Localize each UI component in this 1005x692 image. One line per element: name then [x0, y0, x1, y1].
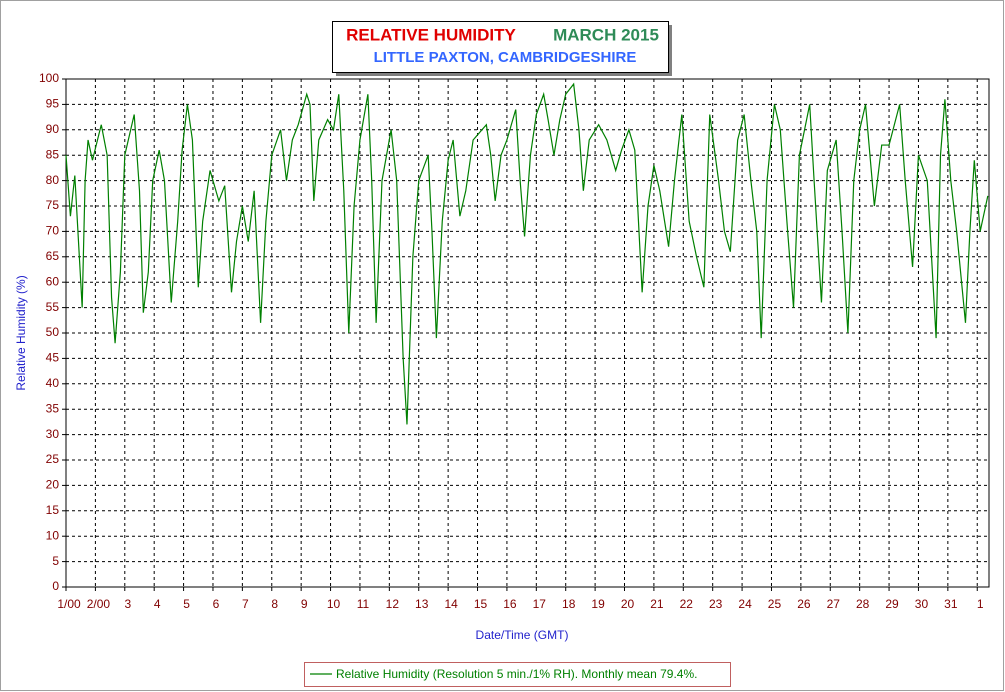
y-tick-label: 90 [46, 122, 60, 136]
x-tick-label: 17 [533, 597, 547, 611]
x-tick-label: 18 [562, 597, 576, 611]
y-tick-label: 5 [52, 554, 59, 568]
x-tick-label: 2/00 [87, 597, 111, 611]
x-tick-label: 24 [738, 597, 752, 611]
x-tick-label: 30 [915, 597, 929, 611]
x-tick-label: 8 [271, 597, 278, 611]
y-tick-label: 65 [46, 249, 60, 263]
y-tick-label: 45 [46, 351, 60, 365]
y-tick-label: 40 [46, 376, 60, 390]
chart-period: MARCH 2015 [553, 25, 659, 44]
y-tick-label: 70 [46, 224, 60, 238]
y-tick-label: 95 [46, 97, 60, 111]
x-axis-title: Date/Time (GMT) [476, 628, 569, 642]
y-tick-label: 35 [46, 401, 60, 415]
y-tick-label: 30 [46, 427, 60, 441]
y-axis-title: Relative Humidity (%) [14, 275, 28, 390]
data-line [65, 82, 989, 425]
y-tick-label: 0 [52, 579, 59, 593]
x-tick-label: 28 [856, 597, 870, 611]
chart-subtitle: LITTLE PAXTON, CAMBRIDGESHIRE [374, 49, 637, 66]
x-tick-label: 1 [977, 597, 984, 611]
chart-title: RELATIVE HUMIDITY [346, 25, 516, 44]
x-tick-label: 7 [242, 597, 249, 611]
x-tick-label: 11 [357, 597, 370, 611]
x-tick-label: 31 [944, 597, 958, 611]
x-tick-label: 6 [213, 597, 220, 611]
x-tick-label: 14 [444, 597, 458, 611]
x-tick-label: 13 [415, 597, 429, 611]
x-tick-label: 26 [797, 597, 811, 611]
x-tick-label: 10 [327, 597, 341, 611]
x-tick-label: 29 [885, 597, 899, 611]
y-tick-label: 60 [46, 274, 60, 288]
x-tick-label: 12 [386, 597, 400, 611]
x-tick-label: 20 [621, 597, 635, 611]
x-tick-label: 5 [183, 597, 190, 611]
x-tick-label: 9 [301, 597, 308, 611]
y-tick-label: 85 [46, 147, 60, 161]
x-tick-label: 4 [154, 597, 161, 611]
x-tick-label: 22 [680, 597, 694, 611]
x-tick-label: 3 [124, 597, 131, 611]
y-tick-label: 75 [46, 198, 60, 212]
y-tick-label: 10 [46, 528, 60, 542]
x-tick-label: 15 [474, 597, 488, 611]
y-tick-label: 20 [46, 478, 60, 492]
x-tick-label: 16 [503, 597, 517, 611]
x-tick-label: 25 [768, 597, 782, 611]
x-tick-label: 1/00 [57, 597, 81, 611]
legend-label: Relative Humidity (Resolution 5 min./1% … [336, 667, 697, 681]
title-box [332, 21, 669, 73]
y-tick-label: 50 [46, 325, 60, 339]
y-tick-label: 15 [46, 503, 60, 517]
y-tick-label: 55 [46, 300, 60, 314]
plot-border [65, 78, 990, 588]
x-tick-label: 23 [709, 597, 723, 611]
x-tick-label: 27 [827, 597, 841, 611]
legend-box [304, 662, 731, 687]
x-tick-label: 21 [650, 597, 664, 611]
y-tick-label: 80 [46, 173, 60, 187]
x-tick-label: 19 [591, 597, 605, 611]
y-tick-label: 25 [46, 452, 60, 466]
y-tick-label: 100 [39, 71, 59, 85]
